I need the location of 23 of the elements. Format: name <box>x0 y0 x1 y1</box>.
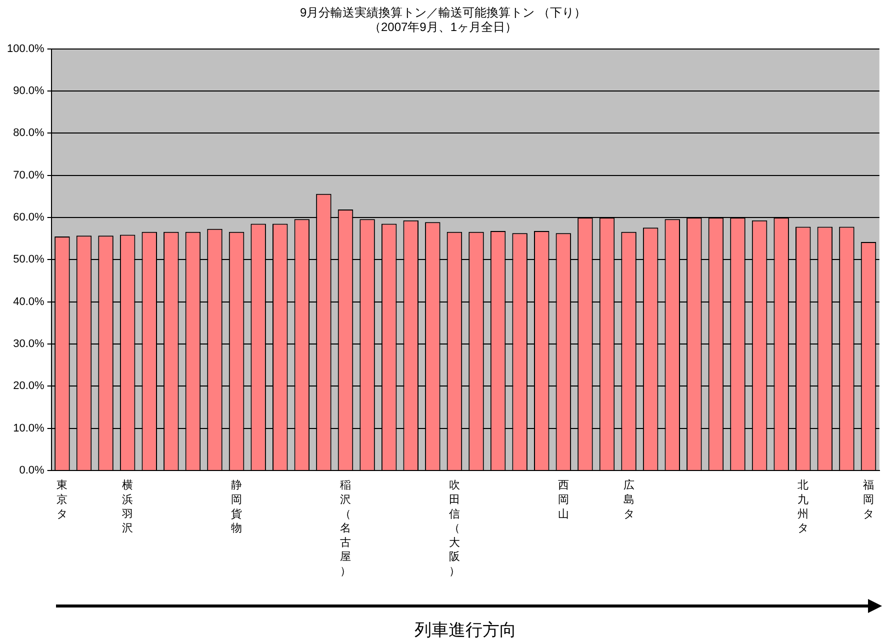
x-tick-label: 稲沢（名古屋） <box>340 480 351 578</box>
x-axis-title: 列車進行方向 <box>414 620 516 640</box>
y-tick-label: 40.0% <box>13 296 45 308</box>
x-tick-label: 吹田信（大阪） <box>448 480 460 578</box>
x-tick-label: 東京タ <box>56 478 68 520</box>
y-tick-label: 90.0% <box>13 85 45 97</box>
y-tick-label: 80.0% <box>13 127 45 140</box>
chart-title: 9月分輸送実績換算トン／輸送可能換算トン （下り） <box>300 6 586 20</box>
y-tick-label: 50.0% <box>13 254 45 266</box>
x-tick-label: 福岡タ <box>863 478 874 520</box>
x-tick-label: 北九州タ <box>798 478 809 535</box>
y-tick-label: 20.0% <box>13 380 45 392</box>
x-tick-label: 広島タ <box>623 478 634 520</box>
y-tick-label: 0.0% <box>19 464 45 477</box>
x-tick-label: 西岡山 <box>558 480 569 520</box>
y-tick-label: 30.0% <box>13 338 45 350</box>
x-tick-label: 横浜羽沢 <box>122 478 134 535</box>
x-tick-label: 静岡貨物 <box>231 480 242 535</box>
y-tick-label: 60.0% <box>13 212 45 224</box>
y-tick-label: 70.0% <box>13 169 45 182</box>
y-tick-label: 100.0% <box>6 42 45 55</box>
chart-subtitle: （2007年9月、1ヶ月全日） <box>368 20 518 34</box>
y-tick-label: 10.0% <box>13 422 45 434</box>
